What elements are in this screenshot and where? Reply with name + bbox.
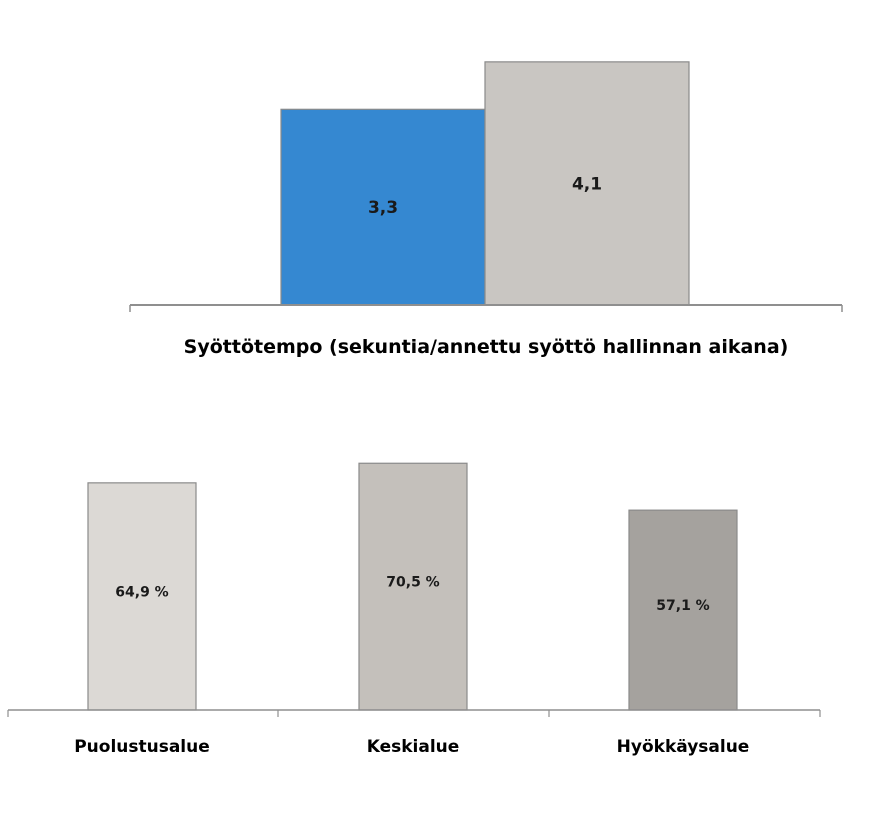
zone-category-label-1: Keskialue — [367, 737, 460, 757]
zone-bar-0 — [87, 482, 197, 711]
zone-chart: 64,9 % 70,5 % 57,1 % Puolustusalue Keskial… — [7, 462, 821, 757]
tempo-bar-value-label-0: 3,3 — [368, 198, 398, 218]
zone-bar-value-label-2: 57,1 % — [656, 598, 709, 614]
tempo-chart: 3,3 4,1 Syöttötempo (sekuntia/annettu syö… — [129, 61, 843, 358]
zone-bar-value-label-1: 70,5 % — [386, 575, 439, 591]
tempo-bar-value-label-1: 4,1 — [572, 174, 602, 194]
zone-category-label-0: Puolustusalue — [74, 737, 210, 757]
tempo-bar-0 — [280, 108, 486, 306]
zone-bar-1 — [358, 462, 468, 711]
tempo-bar-1 — [484, 61, 690, 306]
zone-bar-value-label-0: 64,9 % — [115, 584, 168, 600]
zone-category-label-2: Hyökkäysalue — [617, 737, 750, 757]
tempo-axis-title: Syöttötempo (sekuntia/annettu syöttö hal… — [184, 336, 789, 358]
